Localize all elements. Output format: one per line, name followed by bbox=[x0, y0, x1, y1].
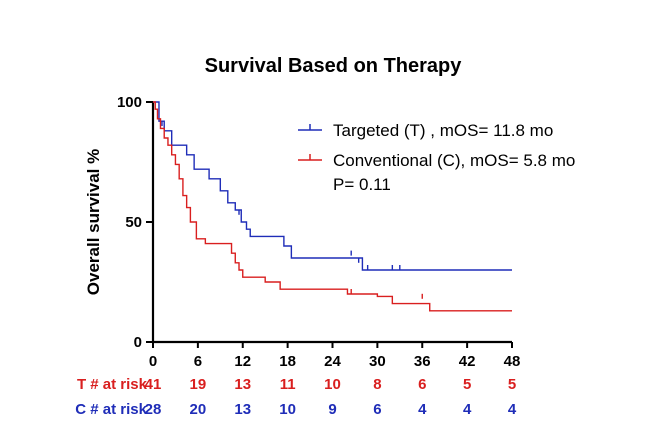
at-risk-value: 4 bbox=[418, 401, 427, 418]
x-tick-label: 12 bbox=[234, 353, 251, 370]
y-tick-label: 50 bbox=[125, 214, 142, 231]
survival-curve-targeted bbox=[153, 101, 512, 271]
y-tick-label: 0 bbox=[134, 334, 142, 351]
chart-title: Survival Based on Therapy bbox=[205, 55, 463, 77]
at-risk-value: 13 bbox=[234, 401, 251, 418]
x-tick-label: 48 bbox=[504, 353, 521, 370]
at-risk-value: 20 bbox=[190, 401, 207, 418]
at-risk-value: 10 bbox=[324, 376, 341, 393]
at-risk-value: 8 bbox=[373, 376, 381, 393]
x-tick-label: 6 bbox=[194, 353, 202, 370]
at-risk-value: 6 bbox=[418, 376, 426, 393]
legend-label-targeted: Targeted (T) , mOS= 11.8 mo bbox=[333, 121, 553, 140]
at-risk-value: 41 bbox=[145, 376, 162, 393]
series-layer bbox=[153, 101, 512, 312]
at-risk-value: 28 bbox=[145, 401, 162, 418]
at-risk-value: 10 bbox=[279, 401, 296, 418]
at-risk-value: 4 bbox=[508, 401, 517, 418]
legend-label-conventional: Conventional (C), mOS= 5.8 mo bbox=[333, 151, 575, 170]
at-risk-value: 6 bbox=[373, 401, 381, 418]
x-tick-label: 18 bbox=[279, 353, 296, 370]
at-risk-value: 13 bbox=[234, 376, 251, 393]
x-tick-label: 30 bbox=[369, 353, 386, 370]
at-risk-value: 4 bbox=[463, 401, 472, 418]
at-risk-value: 5 bbox=[463, 376, 471, 393]
x-tick-label: 42 bbox=[459, 353, 476, 370]
x-tick-label: 0 bbox=[149, 353, 157, 370]
axes: 0 6 12 18 24 30 36 42 48 0 50 100 bbox=[117, 94, 520, 370]
at-risk-value: 11 bbox=[280, 376, 296, 393]
y-tick-label: 100 bbox=[117, 94, 142, 111]
at-risk-value: 19 bbox=[190, 376, 207, 393]
p-value-annotation: P= 0.11 bbox=[333, 175, 391, 194]
at-risk-row-label: T # at risk bbox=[77, 376, 148, 393]
x-tick-label: 24 bbox=[324, 353, 341, 370]
at-risk-row-label: C # at risk bbox=[75, 401, 147, 418]
y-axis-label: Overall survival % bbox=[84, 149, 103, 295]
x-tick-label: 36 bbox=[414, 353, 431, 370]
at-risk-value: 9 bbox=[328, 401, 336, 418]
survival-curve-conventional bbox=[153, 101, 512, 312]
at-risk-value: 5 bbox=[508, 376, 516, 393]
